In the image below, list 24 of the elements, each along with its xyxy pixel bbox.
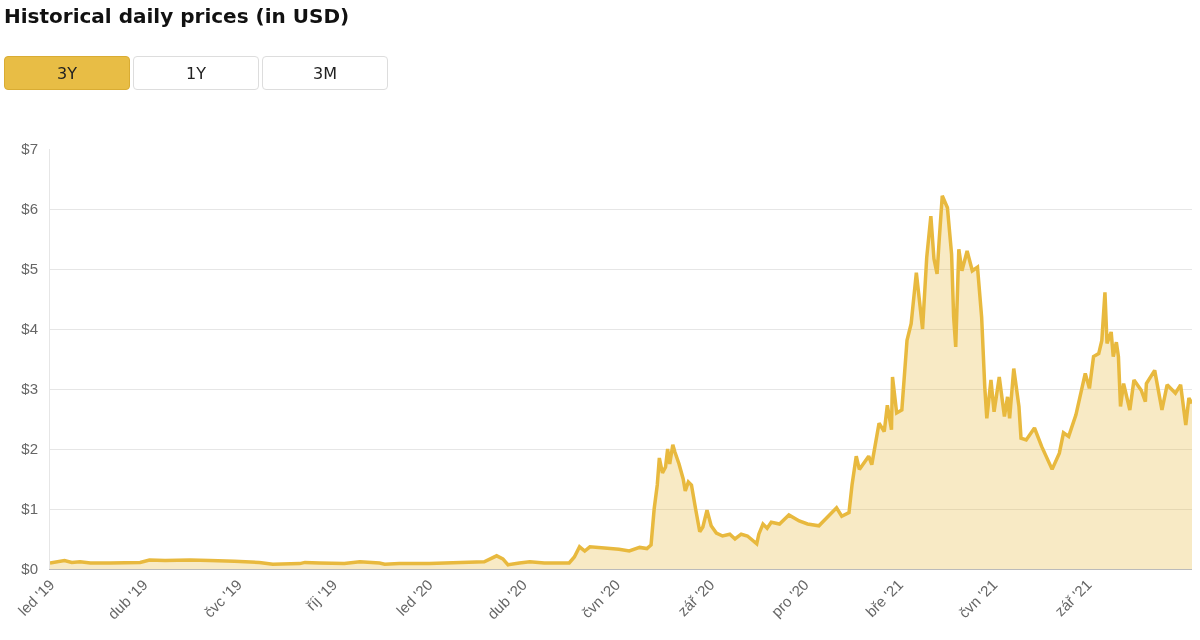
text: 3Y: [4, 56, 130, 90]
chart-title: Historical daily prices (in USD): [4, 4, 350, 28]
y-tick-label: $7: [21, 140, 38, 158]
y-tick-label: $0: [21, 560, 38, 578]
x-tick-label: čvc '19: [200, 575, 245, 621]
text: 1Y: [133, 56, 259, 90]
x-tick-label: čvn '21: [955, 575, 1001, 622]
x-tick-label: dub '19: [104, 575, 151, 623]
x-tick-label: led '19: [14, 575, 58, 619]
x-tick-label: říj '19: [302, 575, 341, 614]
x-tick-label: čvn '20: [577, 575, 624, 622]
x-tick-label: zář '20: [674, 575, 718, 620]
x-tick-label: pro '20: [767, 575, 812, 621]
x-tick-label: led '20: [392, 575, 436, 619]
x-tick-label: zář '21: [1051, 575, 1095, 620]
y-tick-label: $5: [21, 260, 38, 278]
x-tick-label: dub '20: [483, 575, 530, 623]
y-tick-label: $1: [21, 500, 38, 518]
text: 3M: [262, 56, 388, 90]
y-tick-label: $4: [21, 320, 38, 338]
y-tick-label: $2: [21, 440, 38, 458]
x-tick-label: bře '21: [862, 575, 907, 621]
y-tick-label: $6: [21, 200, 38, 218]
y-tick-label: $3: [21, 380, 38, 398]
